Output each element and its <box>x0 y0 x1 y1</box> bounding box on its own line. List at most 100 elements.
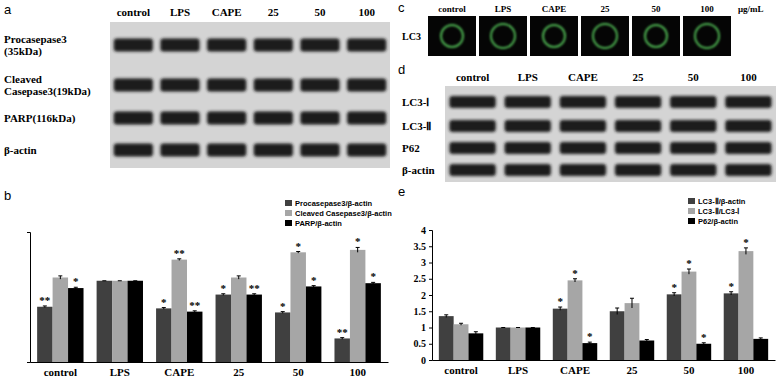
significance-mark: * <box>557 295 563 307</box>
x-axis-line <box>31 362 389 363</box>
significance-mark: ** <box>174 247 186 259</box>
x-tick: 25 <box>626 364 638 376</box>
panel-letter: b <box>4 188 11 203</box>
panel-letter: d <box>398 62 405 77</box>
column-label: control <box>438 4 466 14</box>
bar <box>525 328 540 361</box>
blot-band <box>300 144 339 157</box>
bar <box>97 281 112 362</box>
column-label: CAPE <box>212 6 242 18</box>
error-bar <box>474 332 478 335</box>
micrograph <box>632 16 680 56</box>
bar <box>231 278 246 363</box>
row-label: Cleaved <box>4 73 42 85</box>
significance-mark: * <box>370 270 376 282</box>
y-axis: 00.511.522.533.54 <box>414 225 433 366</box>
bar <box>625 303 640 360</box>
blot-band <box>300 39 339 52</box>
significance-mark: * <box>221 282 227 294</box>
column-label: LPS <box>495 4 512 14</box>
blot-band <box>505 142 551 154</box>
cell-signal <box>593 24 617 48</box>
x-tick-label: LPS <box>110 366 130 378</box>
panel-letter: a <box>4 2 12 17</box>
x-tick: CAPE <box>164 366 194 378</box>
bar <box>350 250 365 362</box>
error-bar-cap <box>133 280 137 281</box>
y-tick: 0.5 <box>414 338 433 349</box>
y-axis-line <box>429 231 433 361</box>
bar <box>753 339 768 360</box>
blot-band <box>670 96 716 108</box>
error-bar <box>558 307 562 310</box>
significance-mark: ** <box>189 299 201 311</box>
y-tick-mark <box>429 263 432 264</box>
significance-mark: * <box>355 235 361 247</box>
y-tick-label: 3.5 <box>414 241 427 252</box>
y-axis-line <box>27 233 31 363</box>
legend-swatch <box>688 218 695 224</box>
blot-band <box>560 142 606 154</box>
cell-signal <box>441 25 463 47</box>
column-label: CAPE <box>542 4 567 14</box>
bar <box>187 312 202 362</box>
error-bar <box>573 279 577 282</box>
y-tick: 3.5 <box>414 241 433 252</box>
y-tick-mark <box>429 246 432 247</box>
bar <box>365 283 380 362</box>
legend-label: LC3-Ⅱ/β-actin <box>698 197 746 206</box>
bar <box>724 293 739 360</box>
error-bar <box>371 282 375 284</box>
blot-band <box>347 112 386 125</box>
blot-band <box>207 144 246 157</box>
bar <box>246 295 261 362</box>
bar <box>667 294 682 360</box>
row-label: Casepase3(19kDa) <box>4 85 91 98</box>
blot-band <box>505 96 551 108</box>
significance-mark: * <box>295 240 301 252</box>
error-bar <box>221 294 225 296</box>
y-tick: 0 <box>421 355 432 366</box>
blot-band <box>114 39 153 52</box>
error-bar-cap <box>102 280 106 281</box>
column-label: 50 <box>688 71 700 83</box>
x-axis: controlLPSCAPE2550100 <box>31 363 389 378</box>
error-bar <box>281 312 285 314</box>
x-axis: controlLPSCAPE2550100 <box>433 361 776 376</box>
micrograph <box>683 16 731 56</box>
row-label: β-actin <box>4 144 37 156</box>
bar <box>639 341 654 361</box>
y-tick-label: 4 <box>421 225 426 236</box>
blot-band <box>615 96 661 108</box>
row-label: P62 <box>402 142 420 154</box>
blot-band <box>670 120 716 132</box>
blot-band <box>347 79 386 92</box>
x-tick-label: 100 <box>738 364 755 376</box>
error-bar <box>645 340 649 342</box>
y-tick-mark <box>429 279 432 280</box>
legend-swatch <box>285 200 292 206</box>
y-tick-label: 2.5 <box>414 273 427 284</box>
column-label: 50 <box>315 6 327 18</box>
legend-label: LC3-Ⅱ/LC3-Ⅰ <box>698 207 739 216</box>
error-bar <box>177 259 181 261</box>
legend-label: Procasepase3/β-actin <box>295 199 373 208</box>
significance-mark: ** <box>249 282 261 294</box>
significance-mark: * <box>686 257 692 269</box>
bar <box>128 281 143 362</box>
bar <box>290 252 305 362</box>
y-tick-label: 0.5 <box>414 338 427 349</box>
blot-band <box>207 39 246 52</box>
error-bar <box>162 308 166 310</box>
significance-mark: ** <box>337 326 349 338</box>
bar <box>53 278 68 363</box>
error-bar <box>630 298 634 308</box>
significance-mark: * <box>572 267 578 279</box>
error-bar-cap <box>501 327 505 328</box>
legend-label: PARP/β-actin <box>295 219 342 228</box>
legend-swatch <box>688 208 695 214</box>
bar <box>696 344 711 360</box>
y-tick-mark <box>429 295 432 296</box>
x-axis-line <box>433 360 776 361</box>
cell-signal <box>543 25 565 47</box>
